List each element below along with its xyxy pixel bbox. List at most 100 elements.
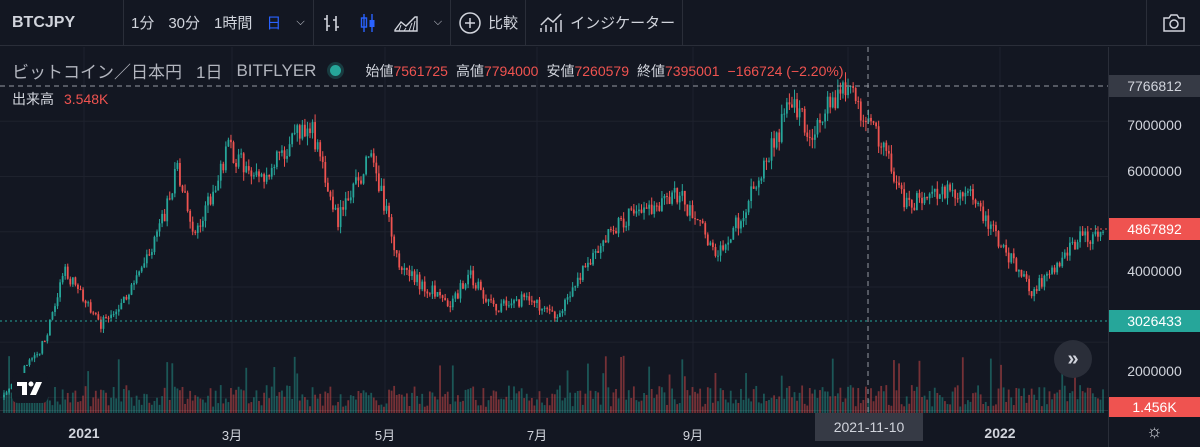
candle-body bbox=[880, 146, 883, 148]
volume-bar bbox=[245, 367, 248, 413]
interval-day[interactable]: 日 bbox=[266, 15, 282, 32]
volume-bar bbox=[416, 395, 418, 413]
volume-bar bbox=[1023, 388, 1025, 413]
candle-body bbox=[117, 309, 120, 312]
candle-body bbox=[1089, 241, 1092, 244]
screenshot-button[interactable] bbox=[1146, 0, 1200, 46]
candle-chart-icon[interactable] bbox=[350, 0, 386, 46]
candle-body bbox=[791, 104, 793, 108]
volume-bar bbox=[548, 405, 551, 413]
volume-bar bbox=[158, 404, 161, 413]
interval-1hour[interactable]: 1時間 bbox=[214, 15, 253, 32]
volume-bar bbox=[423, 406, 426, 413]
candle-body bbox=[763, 160, 765, 179]
interval-30min[interactable]: 30分 bbox=[168, 15, 201, 32]
candle-body bbox=[622, 218, 625, 228]
candle-body bbox=[808, 136, 811, 138]
price-chart[interactable] bbox=[0, 47, 1200, 447]
candle-body bbox=[1063, 252, 1066, 258]
bar-chart-icon[interactable] bbox=[314, 0, 350, 46]
candle-body bbox=[393, 236, 396, 251]
candle-body bbox=[370, 153, 373, 157]
candle-body bbox=[717, 255, 719, 257]
volume-bar bbox=[186, 398, 189, 413]
volume-bar bbox=[426, 405, 429, 413]
candle-body bbox=[742, 218, 745, 222]
scroll-to-realtime-button[interactable]: » bbox=[1054, 340, 1092, 378]
volume-bar bbox=[314, 394, 316, 413]
candle-body bbox=[436, 291, 439, 297]
volume-bar bbox=[870, 388, 872, 413]
volume-bar bbox=[630, 397, 633, 413]
indicators-button[interactable]: インジケーター bbox=[526, 0, 682, 46]
candle-body bbox=[84, 300, 87, 304]
candle-body bbox=[319, 142, 322, 157]
volume-bar bbox=[816, 397, 819, 413]
candle-body bbox=[515, 299, 518, 301]
candle-body bbox=[967, 191, 969, 193]
candle-body bbox=[459, 283, 462, 299]
candle-body bbox=[709, 242, 712, 246]
candle-body bbox=[207, 196, 209, 206]
volume-bar bbox=[954, 387, 957, 413]
volume-bar bbox=[918, 360, 921, 413]
volume-bar bbox=[719, 388, 722, 413]
interval-1min[interactable]: 1分 bbox=[131, 15, 155, 32]
candle-body bbox=[617, 218, 620, 234]
volume-bar bbox=[564, 397, 566, 413]
volume-bar bbox=[444, 394, 447, 413]
volume-bar bbox=[500, 398, 503, 413]
volume-bar bbox=[984, 401, 987, 413]
candle-body bbox=[755, 187, 758, 189]
candle-body bbox=[385, 205, 388, 211]
candle-body bbox=[895, 181, 898, 183]
volume-bar bbox=[671, 388, 673, 413]
volume-bar bbox=[100, 389, 102, 413]
volume-bar bbox=[543, 405, 546, 413]
candle-body bbox=[339, 207, 342, 228]
volume-bar bbox=[732, 403, 735, 413]
volume-bar bbox=[607, 387, 610, 413]
candle-body bbox=[41, 341, 44, 354]
volume-bar bbox=[1007, 389, 1010, 413]
volume-bar bbox=[298, 400, 301, 413]
candle-body bbox=[390, 217, 393, 237]
volume-bar bbox=[431, 392, 434, 413]
volume-bar bbox=[112, 386, 115, 413]
volume-bar bbox=[360, 393, 362, 413]
volume-bar bbox=[240, 389, 243, 413]
volume-bar bbox=[482, 388, 485, 413]
volume-bar bbox=[727, 402, 730, 413]
tradingview-logo[interactable] bbox=[12, 373, 48, 403]
chart-area[interactable]: ビットコイン／日本円 1日 BITFLYER 始値 7561725 高値 77940… bbox=[0, 47, 1200, 447]
candle-body bbox=[604, 240, 607, 243]
candle-body bbox=[640, 209, 643, 213]
candle-body bbox=[502, 300, 505, 304]
legend-symbol-name: ビットコイン／日本円 bbox=[12, 63, 182, 82]
candle-body bbox=[112, 314, 115, 316]
volume-bar bbox=[632, 386, 635, 413]
interval-dropdown-icon[interactable]: ⌵ bbox=[296, 16, 305, 28]
candle-body bbox=[255, 171, 258, 176]
settings-gear-icon[interactable]: ☼ bbox=[1146, 421, 1163, 441]
volume-bar bbox=[355, 399, 357, 413]
volume-bar bbox=[824, 391, 826, 413]
candle-body bbox=[699, 220, 702, 222]
volume-bar bbox=[469, 388, 472, 413]
symbol-button[interactable]: BTCJPY bbox=[0, 0, 124, 46]
candle-body bbox=[428, 293, 431, 295]
area-chart-icon[interactable] bbox=[386, 0, 426, 46]
chart-type-dropdown-icon[interactable]: ⌵ bbox=[433, 16, 443, 28]
volume-bar bbox=[910, 385, 913, 413]
candle-body bbox=[472, 270, 475, 286]
volume-bar bbox=[51, 405, 54, 413]
compare-button[interactable]: 比較 bbox=[451, 0, 525, 46]
legend-high-value: 7794000 bbox=[483, 62, 539, 79]
candle-body bbox=[676, 188, 679, 203]
volume-bar bbox=[752, 389, 755, 413]
candle-body bbox=[581, 265, 584, 280]
candle-body bbox=[247, 166, 250, 171]
candle-body bbox=[1079, 231, 1081, 243]
candle-body bbox=[130, 284, 133, 295]
volume-bar bbox=[263, 392, 265, 413]
